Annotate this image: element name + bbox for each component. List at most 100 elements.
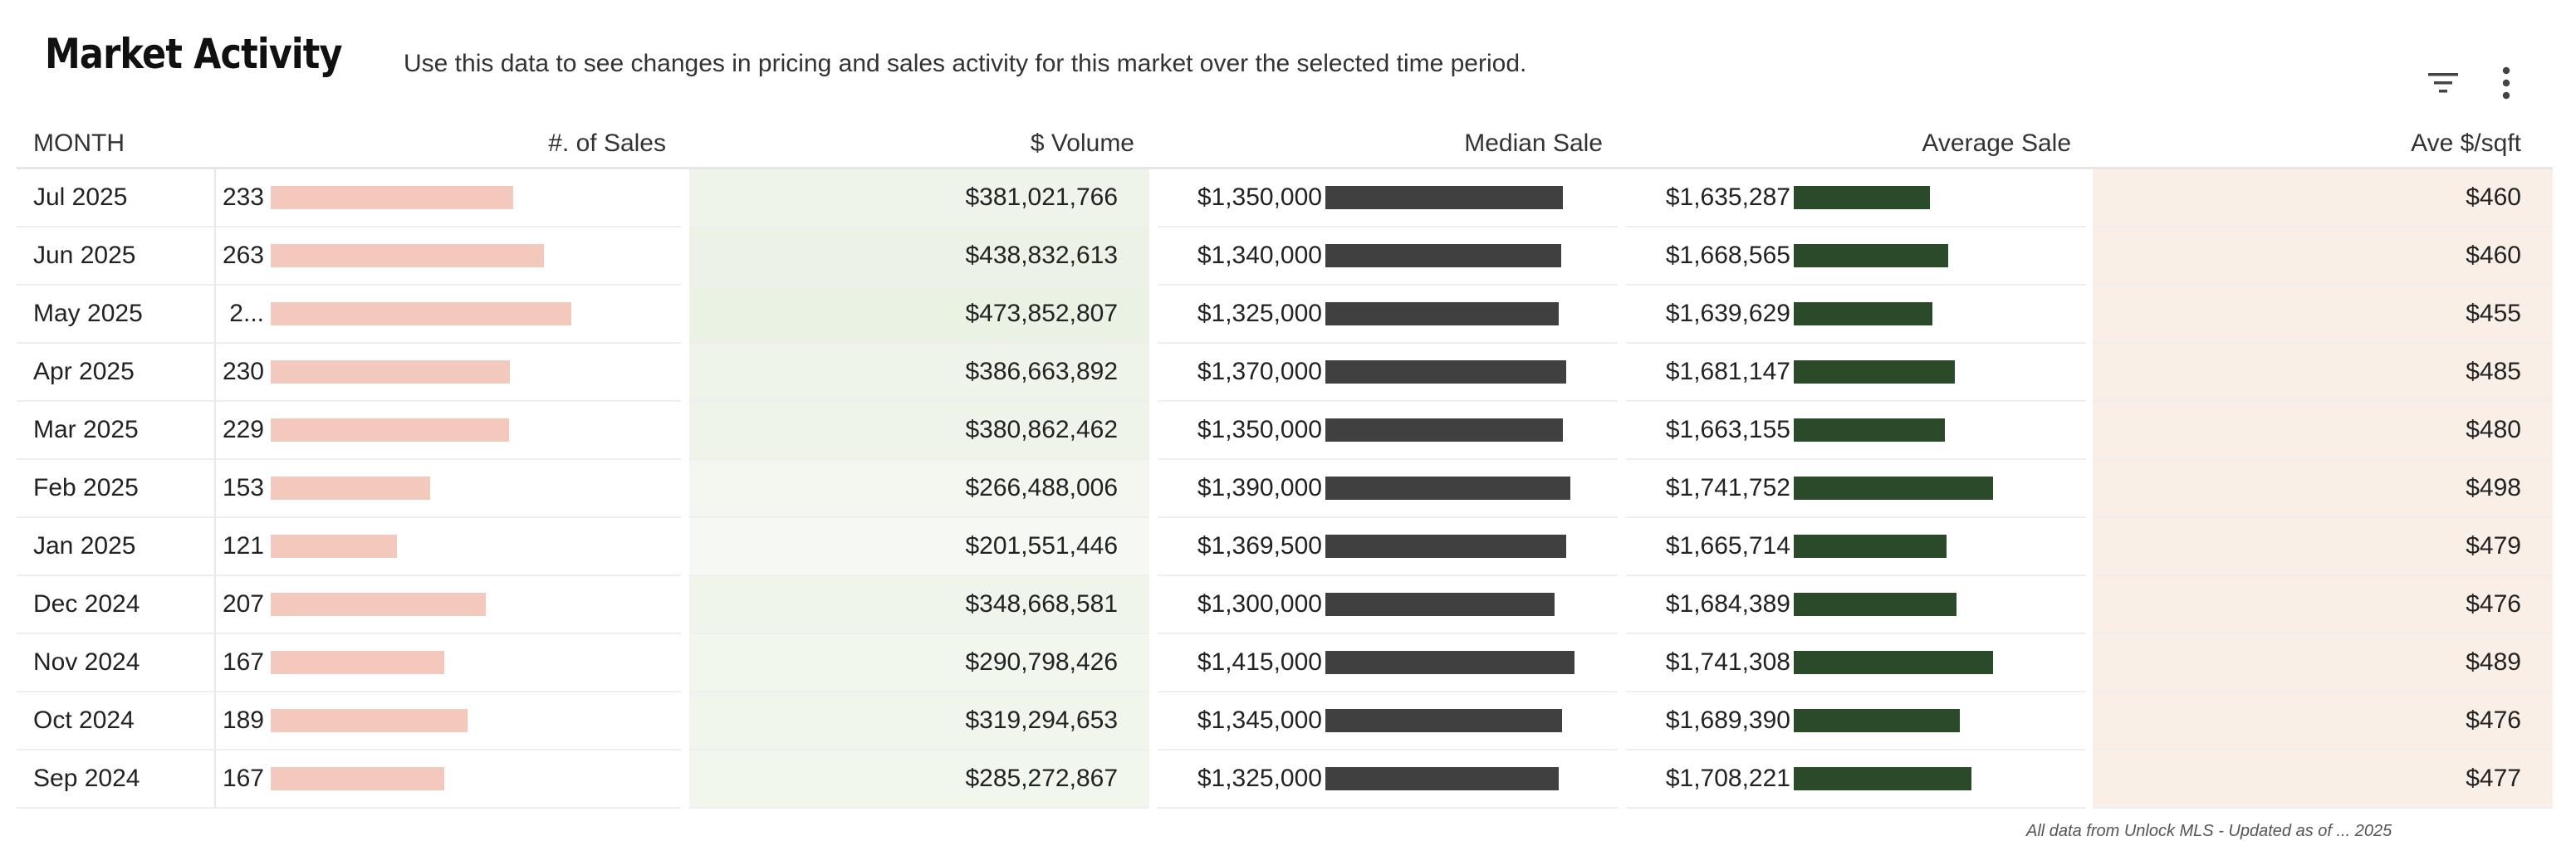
sales-cell: 167 (216, 634, 681, 692)
median-bar (1325, 186, 1563, 209)
sqft-cell: $480 (2093, 402, 2553, 460)
median-value: $1,350,000 (1197, 416, 1322, 443)
sales-cell: 207 (216, 576, 681, 634)
sales-bar (271, 418, 509, 442)
sales-bar (271, 360, 510, 384)
median-value: $1,340,000 (1197, 242, 1322, 269)
average-bar (1794, 651, 1993, 674)
column-header-median[interactable]: Median Sale (1158, 118, 1634, 169)
average-bar (1794, 593, 1956, 616)
average-bar (1794, 709, 1960, 732)
volume-cell: $348,668,581 (689, 576, 1149, 634)
volume-cell: $473,852,807 (689, 286, 1149, 344)
table-row: May 2025 2... $473,852,807 $1,325,000 $1,639… (17, 286, 2553, 344)
average-value: $1,689,390 (1665, 707, 1790, 734)
month-cell: Mar 2025 (17, 402, 216, 460)
more-vert-icon (2502, 66, 2510, 100)
sales-bar (271, 244, 544, 267)
sales-cell: 233 (216, 169, 681, 227)
average-cell: $1,689,390 (1626, 692, 2086, 751)
median-cell: $1,340,000 (1158, 227, 1618, 286)
sales-cell: 189 (216, 692, 681, 751)
volume-cell: $380,862,462 (689, 402, 1149, 460)
column-header-volume[interactable]: $ Volume (689, 118, 1166, 169)
average-value: $1,741,752 (1665, 474, 1790, 501)
table-row: Jul 2025 233 $381,021,766 $1,350,000 $1,635,… (17, 169, 2553, 227)
sales-bar (271, 186, 513, 209)
month-cell: Nov 2024 (17, 634, 216, 692)
sales-cell: 167 (216, 751, 681, 809)
table-row: Oct 2024 189 $319,294,653 $1,345,000 $1,689,… (17, 692, 2553, 751)
average-value: $1,684,389 (1665, 590, 1790, 618)
median-value: $1,369,500 (1197, 532, 1322, 560)
average-cell: $1,668,565 (1626, 227, 2086, 286)
median-cell: $1,370,000 (1158, 344, 1618, 402)
table-row: Sep 2024 167 $285,272,867 $1,325,000 $1,708,… (17, 751, 2553, 809)
sales-cell: 263 (216, 227, 681, 286)
sales-cell: 230 (216, 344, 681, 402)
more-options-button[interactable] (2483, 60, 2529, 106)
average-cell: $1,741,308 (1626, 634, 2086, 692)
average-value: $1,708,221 (1665, 765, 1790, 792)
table-row: Dec 2024 207 $348,668,581 $1,300,000 $1,684,… (17, 576, 2553, 634)
average-bar (1794, 767, 1971, 790)
median-cell: $1,345,000 (1158, 692, 1618, 751)
sales-count: 229 (222, 416, 264, 443)
sqft-cell: $498 (2093, 460, 2553, 518)
median-cell: $1,390,000 (1158, 460, 1618, 518)
median-value: $1,370,000 (1197, 358, 1322, 385)
filter-button[interactable] (2420, 60, 2466, 106)
median-bar (1325, 477, 1570, 500)
average-bar (1794, 244, 1948, 267)
median-bar (1325, 360, 1566, 384)
table-row: Apr 2025 230 $386,663,892 $1,370,000 $1,681,… (17, 344, 2553, 402)
sales-bar (271, 593, 486, 616)
average-value: $1,635,287 (1665, 183, 1790, 211)
average-cell: $1,635,287 (1626, 169, 2086, 227)
median-bar (1325, 302, 1559, 325)
sqft-cell: $460 (2093, 169, 2553, 227)
month-cell: Sep 2024 (17, 751, 216, 809)
table-row: Mar 2025 229 $380,862,462 $1,350,000 $1,663,… (17, 402, 2553, 460)
median-cell: $1,350,000 (1158, 402, 1618, 460)
average-cell: $1,639,629 (1626, 286, 2086, 344)
sqft-cell: $485 (2093, 344, 2553, 402)
volume-cell: $319,294,653 (689, 692, 1149, 751)
median-value: $1,390,000 (1197, 474, 1322, 501)
median-value: $1,350,000 (1197, 183, 1322, 211)
average-bar (1794, 360, 1955, 384)
column-header-sales[interactable]: #. of Sales (216, 118, 698, 169)
month-cell: Jan 2025 (17, 518, 216, 576)
filter-icon (2428, 73, 2458, 93)
volume-cell: $285,272,867 (689, 751, 1149, 809)
sales-count: 2... (229, 300, 264, 327)
average-bar (1794, 418, 1945, 442)
column-header-month[interactable]: MONTH (17, 118, 216, 169)
average-cell: $1,684,389 (1626, 576, 2086, 634)
table-row: Jun 2025 263 $438,832,613 $1,340,000 $1,668,… (17, 227, 2553, 286)
sqft-cell: $479 (2093, 518, 2553, 576)
median-bar (1325, 651, 1574, 674)
sqft-cell: $460 (2093, 227, 2553, 286)
month-cell: Dec 2024 (17, 576, 216, 634)
average-value: $1,668,565 (1665, 242, 1790, 269)
page-subtitle: Use this data to see changes in pricing … (404, 50, 1527, 77)
month-cell: Apr 2025 (17, 344, 216, 402)
sales-bar (271, 535, 397, 558)
median-value: $1,325,000 (1197, 300, 1322, 327)
sales-bar (271, 302, 571, 325)
sales-bar (271, 767, 444, 790)
sqft-cell: $455 (2093, 286, 2553, 344)
median-value: $1,345,000 (1197, 707, 1322, 734)
average-cell: $1,741,752 (1626, 460, 2086, 518)
median-bar (1325, 767, 1559, 790)
column-header-sqft[interactable]: Ave $/sqft (2093, 118, 2553, 169)
volume-cell: $381,021,766 (689, 169, 1149, 227)
market-activity-table: MONTH #. of Sales $ Volume Median Sale A… (17, 118, 2553, 809)
month-cell: May 2025 (17, 286, 216, 344)
median-cell: $1,300,000 (1158, 576, 1618, 634)
column-header-average[interactable]: Average Sale (1626, 118, 2103, 169)
sales-cell: 2... (216, 286, 681, 344)
sales-bar (271, 651, 444, 674)
month-cell: Feb 2025 (17, 460, 216, 518)
